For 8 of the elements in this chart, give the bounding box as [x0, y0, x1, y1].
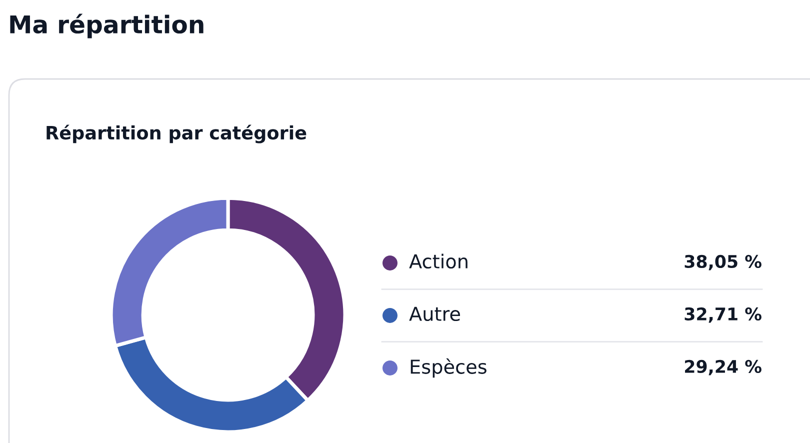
legend-label: Autre	[409, 306, 460, 322]
data-label: 29,24 %	[685, 360, 762, 376]
data-label: 32,71 %	[684, 307, 762, 323]
chart-title: Ma répartition	[10, 14, 204, 38]
legend-label: Espèces	[410, 358, 486, 378]
data-label: 38,05 %	[684, 254, 762, 270]
chart-subtitle: Répartition par catégorie	[46, 124, 306, 144]
legend-label: Action	[409, 254, 468, 269]
